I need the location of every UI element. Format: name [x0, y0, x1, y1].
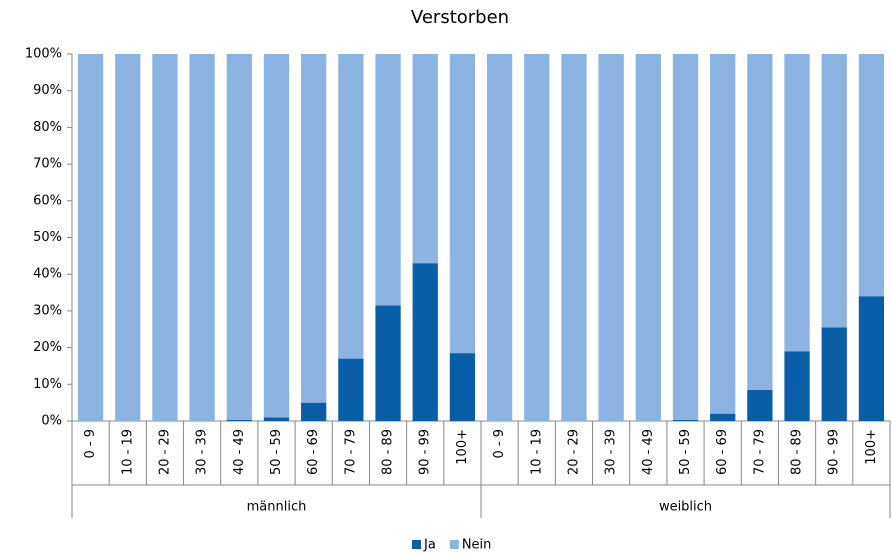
- x-tick-label: 20 - 29: [566, 429, 581, 475]
- bar-segment: [710, 54, 736, 414]
- bar-segment: [226, 54, 252, 420]
- x-tick-label: 30 - 39: [195, 429, 210, 475]
- bar-segment: [784, 54, 810, 352]
- x-tick-label: 90 - 99: [418, 429, 433, 475]
- x-tick-label: 50 - 59: [678, 429, 693, 475]
- x-tick-label: 60 - 69: [306, 429, 321, 475]
- x-tick-label: 30 - 39: [604, 429, 619, 475]
- bar-segment: [189, 54, 215, 421]
- legend-label: Ja: [423, 538, 436, 553]
- bar-segment: [226, 419, 252, 421]
- x-tick-label: 0 - 9: [83, 429, 98, 459]
- bar-segment: [635, 54, 661, 421]
- bar-segment: [710, 413, 736, 421]
- x-tick-label: 10 - 19: [529, 429, 544, 475]
- x-tick-label: 70 - 79: [752, 429, 767, 475]
- bar-segment: [561, 54, 587, 421]
- x-tick-label: 100+: [455, 429, 470, 465]
- bar-segment: [375, 305, 401, 421]
- bar-segment: [338, 358, 364, 421]
- x-tick-label: 40 - 49: [641, 429, 656, 475]
- bar-segment: [821, 327, 847, 421]
- y-tick-label: 0%: [41, 414, 62, 429]
- bar-segment: [263, 54, 290, 418]
- bar-segment: [375, 54, 401, 306]
- x-tick-label: 0 - 9: [492, 429, 507, 459]
- bar-segment: [747, 389, 773, 421]
- x-tick-label: 100+: [864, 429, 879, 465]
- y-tick-label: 90%: [33, 83, 62, 98]
- x-tick-label: 40 - 49: [232, 429, 247, 475]
- bar-segment: [412, 263, 438, 421]
- bar-segment: [115, 54, 141, 421]
- bar-segment: [821, 54, 847, 328]
- y-tick-label: 30%: [33, 303, 62, 318]
- x-tick-label: 90 - 99: [827, 429, 842, 475]
- x-tick-label: 80 - 89: [790, 429, 805, 475]
- bar-segment: [301, 54, 327, 403]
- y-tick-label: 80%: [33, 120, 62, 135]
- bar-segment: [784, 351, 810, 421]
- chart-title: Verstorben: [411, 7, 509, 28]
- x-tick-label: 10 - 19: [120, 429, 135, 475]
- bar-segment: [152, 54, 178, 421]
- y-tick-label: 20%: [33, 340, 62, 355]
- group-label: weiblich: [659, 500, 712, 515]
- bar-segment: [301, 402, 327, 421]
- bar-segment: [263, 417, 290, 421]
- bar-segment: [77, 54, 104, 421]
- bar-segment: [858, 54, 885, 297]
- bar-segment: [672, 419, 699, 421]
- y-tick-label: 60%: [33, 193, 62, 208]
- bar-segment: [449, 353, 476, 421]
- x-tick-label: 60 - 69: [715, 429, 730, 475]
- bar-segment: [412, 54, 438, 264]
- bar-segment: [598, 54, 624, 421]
- x-tick-label: 80 - 89: [381, 429, 396, 475]
- group-label: männlich: [247, 500, 307, 515]
- y-tick-label: 100%: [25, 47, 62, 62]
- bar-segment: [486, 54, 513, 421]
- bar-segment: [672, 54, 699, 420]
- y-tick-label: 10%: [33, 377, 62, 392]
- x-tick-label: 50 - 59: [269, 429, 284, 475]
- x-tick-label: 70 - 79: [343, 429, 358, 475]
- legend-label: Nein: [462, 538, 492, 553]
- bar-segment: [338, 54, 364, 359]
- y-tick-label: 50%: [33, 230, 62, 245]
- bar-segment: [524, 54, 550, 421]
- legend-swatch: [449, 540, 459, 549]
- bar-segment: [858, 296, 885, 421]
- x-tick-label: 20 - 29: [157, 429, 172, 475]
- bar-segment: [449, 54, 476, 354]
- legend-swatch: [412, 540, 421, 549]
- y-tick-label: 40%: [33, 267, 62, 282]
- y-tick-label: 70%: [33, 157, 62, 172]
- bar-segment: [747, 54, 773, 390]
